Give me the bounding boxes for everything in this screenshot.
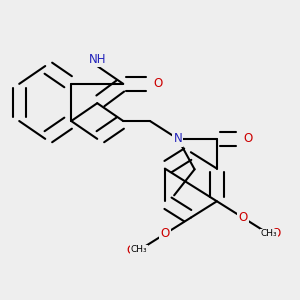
Text: O: O bbox=[160, 227, 170, 241]
Text: O: O bbox=[154, 77, 163, 90]
Text: O: O bbox=[127, 244, 136, 257]
Text: O: O bbox=[272, 227, 281, 241]
Text: O: O bbox=[238, 211, 248, 224]
Text: N: N bbox=[173, 132, 182, 146]
Text: CH₃: CH₃ bbox=[261, 229, 277, 238]
Text: NH: NH bbox=[88, 53, 106, 66]
Text: O: O bbox=[244, 132, 253, 146]
Text: CH₃: CH₃ bbox=[130, 245, 147, 254]
